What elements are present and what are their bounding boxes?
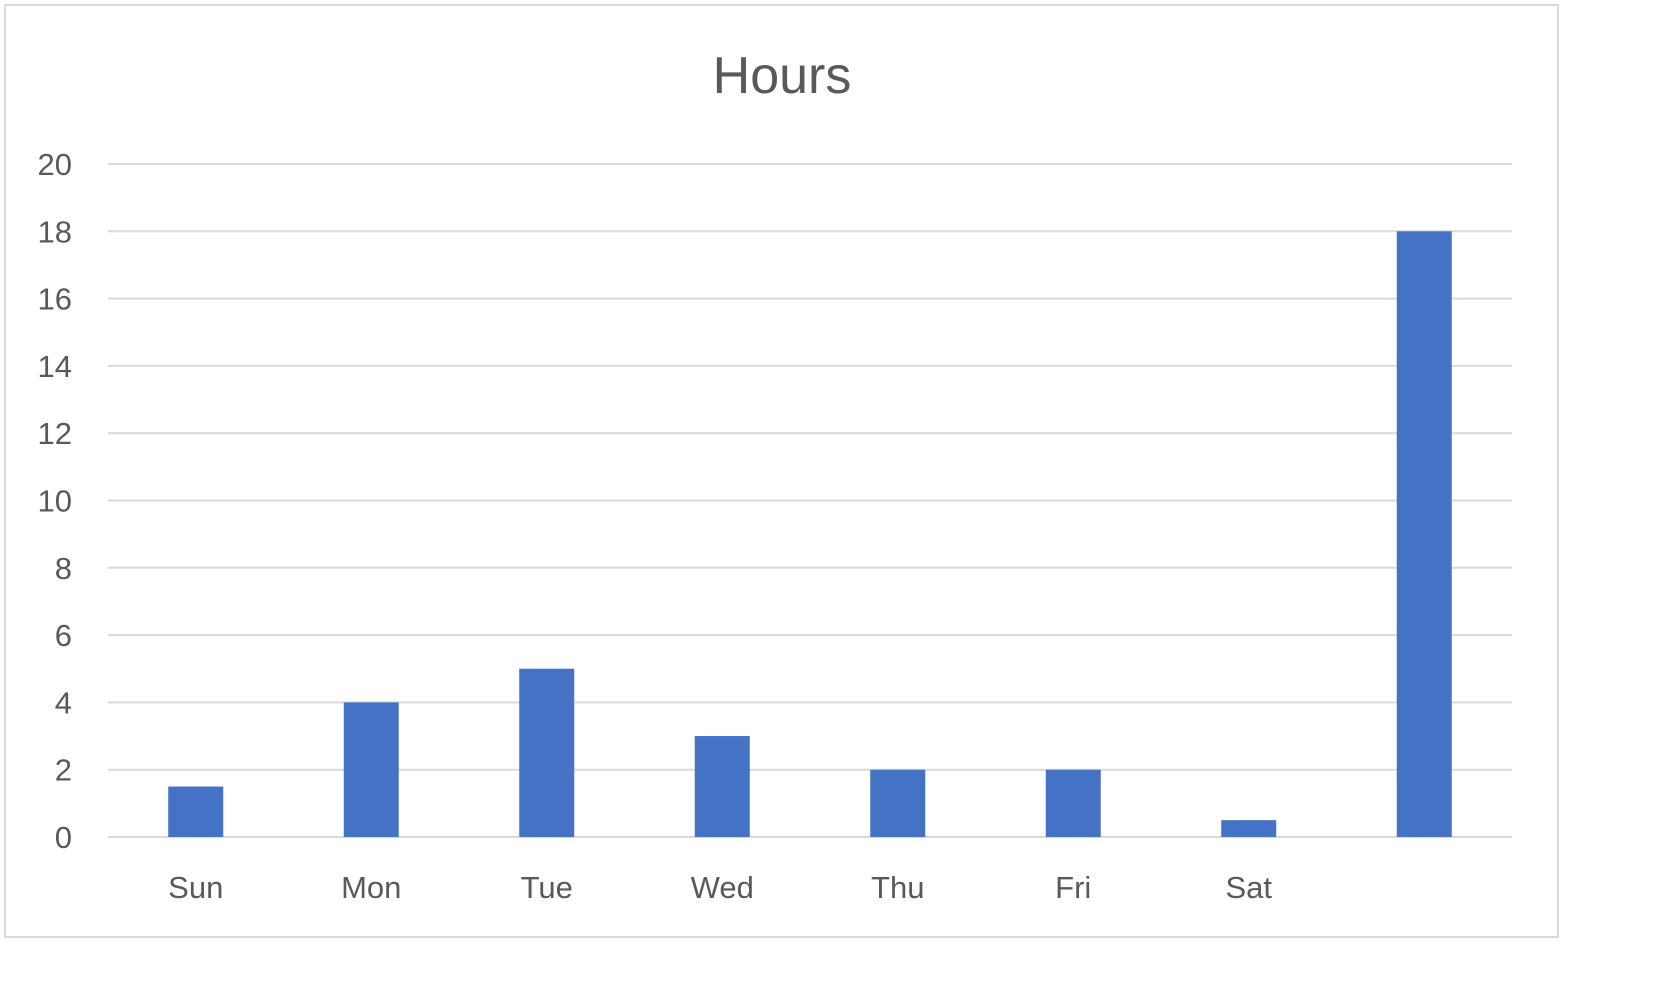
bar — [870, 769, 926, 837]
x-tick-label: Sat — [1225, 870, 1272, 905]
y-tick-label: 18 — [38, 214, 72, 249]
y-tick-label: 10 — [38, 484, 72, 519]
bar — [519, 668, 575, 837]
bar — [1221, 820, 1277, 837]
y-tick-label: 14 — [38, 349, 72, 384]
bar — [343, 702, 399, 837]
gridlines — [108, 163, 1512, 838]
y-tick-label: 0 — [55, 820, 72, 855]
x-tick-label: Thu — [871, 870, 924, 905]
y-tick-label: 20 — [38, 147, 72, 182]
x-tick-label: Wed — [691, 870, 754, 905]
y-tick-label: 8 — [55, 551, 72, 586]
y-tick-label: 2 — [55, 753, 72, 788]
bar — [1396, 231, 1452, 838]
x-tick-label: Fri — [1055, 870, 1091, 905]
chart-area — [4, 4, 1559, 938]
y-tick-label: 6 — [55, 618, 72, 653]
bar — [1045, 769, 1101, 837]
x-tick-label: Tue — [521, 870, 573, 905]
x-tick-label: Sun — [168, 870, 223, 905]
y-tick-label: 4 — [55, 685, 72, 720]
y-tick-label: 12 — [38, 416, 72, 451]
x-tick-label: Mon — [341, 870, 401, 905]
bar — [694, 736, 750, 837]
y-tick-label: 16 — [38, 282, 72, 317]
y-axis-ticks: 0 2 4 6 8 10 12 14 16 18 20 — [38, 147, 72, 855]
chart-title: Hours — [713, 47, 852, 105]
bar — [168, 786, 224, 837]
x-axis-ticks: Sun Mon Tue Wed Thu Fri Sat — [168, 870, 1272, 905]
bars — [168, 231, 1452, 838]
